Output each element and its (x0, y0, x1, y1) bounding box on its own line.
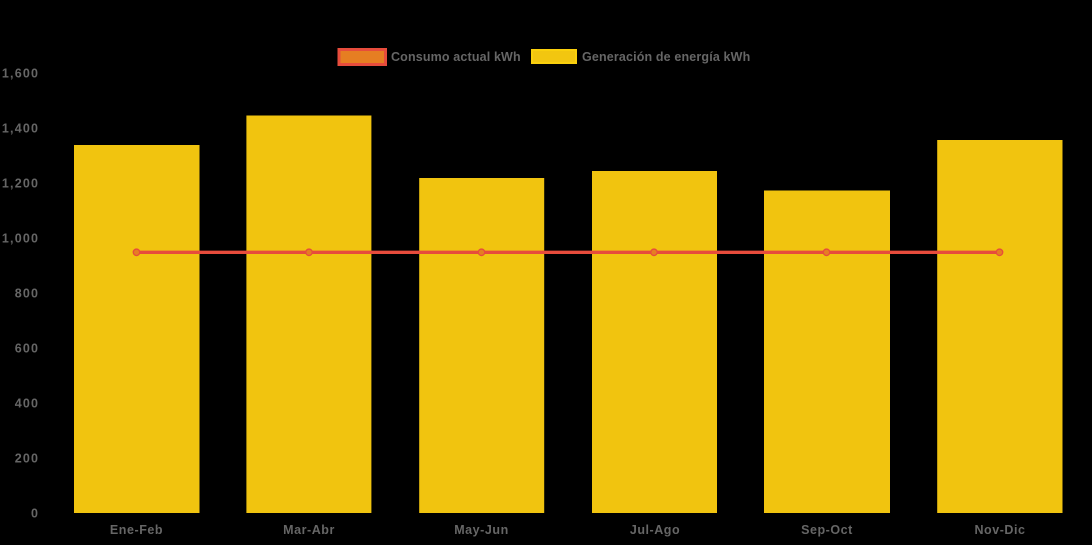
svg-text:Sep-Oct: Sep-Oct (801, 523, 853, 537)
svg-text:200: 200 (15, 452, 39, 466)
svg-text:800: 800 (15, 287, 39, 301)
svg-text:Ene-Feb: Ene-Feb (110, 523, 163, 537)
svg-text:600: 600 (15, 342, 39, 356)
svg-text:1,600: 1,600 (2, 67, 39, 81)
svg-text:Consumo actual kWh: Consumo actual kWh (391, 50, 521, 64)
svg-text:Generación de energía kWh: Generación de energía kWh (582, 50, 750, 64)
svg-text:May-Jun: May-Jun (454, 523, 509, 537)
svg-text:Nov-Dic: Nov-Dic (974, 523, 1025, 537)
svg-text:1,200: 1,200 (2, 177, 39, 191)
svg-text:1,000: 1,000 (2, 232, 39, 246)
svg-text:Jul-Ago: Jul-Ago (630, 523, 680, 537)
svg-text:1,400: 1,400 (2, 122, 39, 136)
svg-text:Mar-Abr: Mar-Abr (283, 523, 335, 537)
svg-text:0: 0 (31, 507, 39, 521)
svg-text:400: 400 (15, 397, 39, 411)
